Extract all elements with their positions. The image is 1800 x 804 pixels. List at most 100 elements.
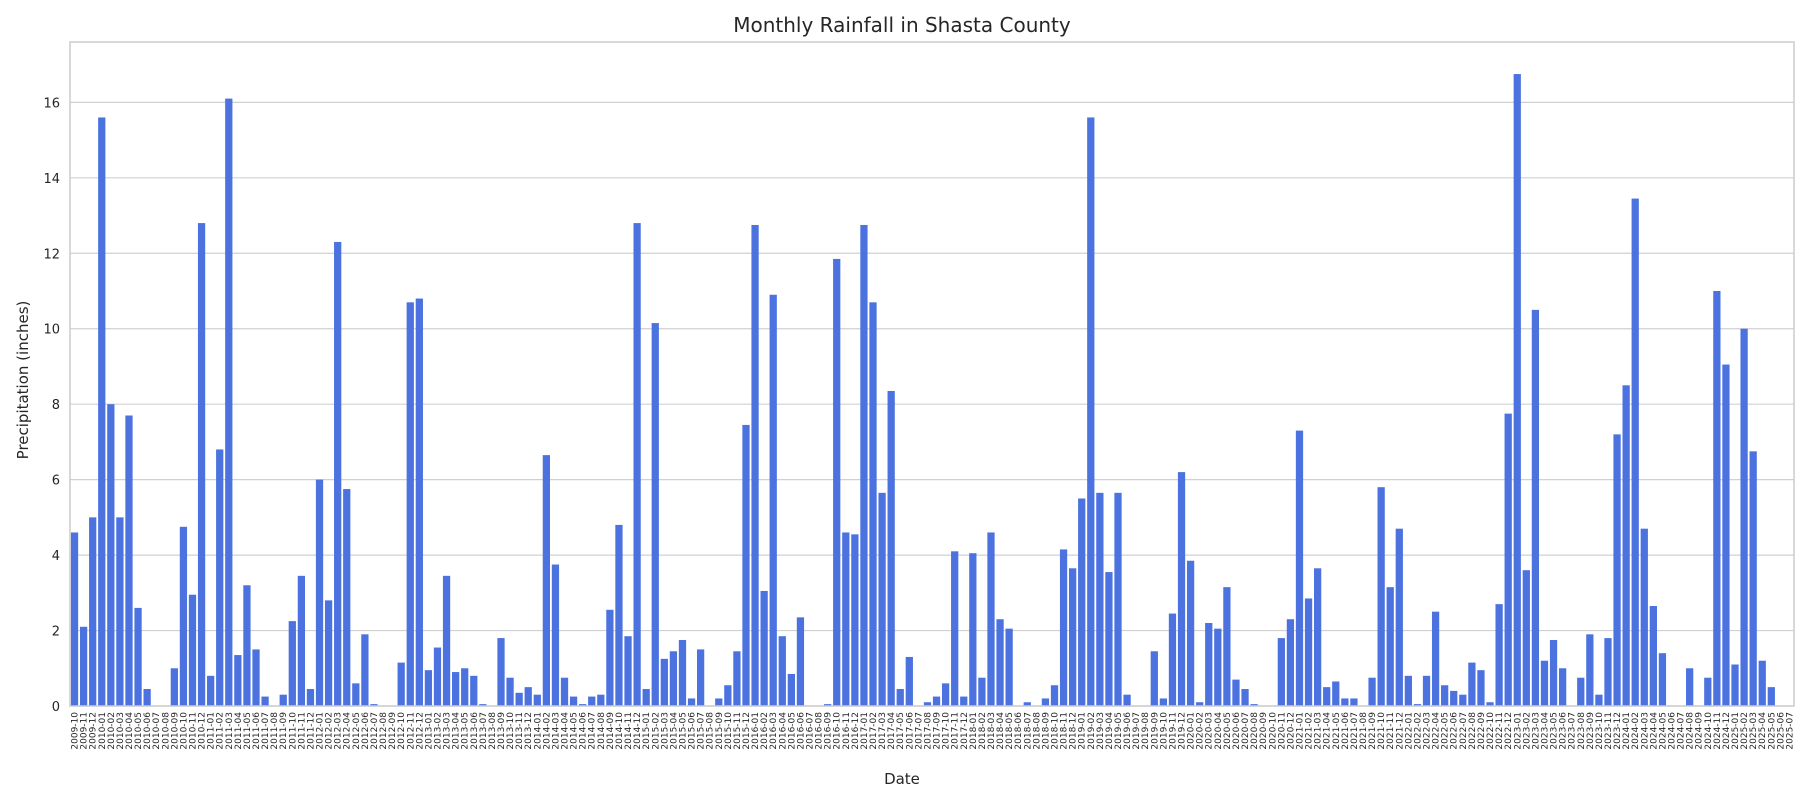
x-tick-label: 2021-07: [1350, 712, 1360, 750]
x-tick-label: 2022-12: [1504, 712, 1514, 750]
bar: [461, 668, 469, 706]
x-tick-label: 2018-11: [1060, 712, 1070, 750]
x-tick-label: 2011-04: [234, 712, 244, 750]
bar: [787, 673, 795, 706]
bar: [987, 532, 995, 706]
bar: [1050, 685, 1059, 706]
x-tick-label: 2021-02: [1305, 712, 1315, 750]
x-tick-label: 2014-03: [551, 712, 561, 750]
bar: [497, 638, 505, 706]
x-tick-label: 2024-03: [1640, 712, 1650, 750]
x-tick-label: 2016-02: [760, 712, 770, 750]
bar: [1041, 698, 1050, 706]
bar: [370, 704, 378, 706]
x-tick-label: 2016-04: [778, 712, 788, 750]
bar: [98, 117, 106, 707]
bar: [778, 636, 786, 706]
bar: [479, 704, 487, 706]
bar: [1304, 598, 1313, 706]
bar: [1459, 694, 1467, 706]
x-tick-label: 2016-08: [815, 712, 825, 750]
bar: [1069, 568, 1077, 706]
x-tick-label: 2018-05: [1005, 712, 1015, 750]
x-tick-label: 2020-12: [1286, 712, 1296, 750]
bars: [70, 74, 1775, 707]
x-tick-label: 2013-05: [461, 712, 471, 750]
x-tick-label: 2010-09: [170, 712, 180, 750]
bar: [70, 532, 79, 706]
bar: [1386, 587, 1394, 706]
bar: [1767, 687, 1775, 706]
bar: [651, 323, 659, 706]
x-tick-label: 2012-11: [406, 712, 416, 750]
x-tick-label: 2017-12: [960, 712, 970, 750]
x-tick-label: 2019-03: [1096, 712, 1106, 750]
bar: [1640, 528, 1648, 706]
x-tick-label: 2021-10: [1377, 712, 1387, 750]
bar: [742, 424, 750, 706]
x-tick-label: 2024-12: [1722, 712, 1732, 750]
x-tick-label: 2020-04: [1214, 712, 1224, 750]
x-tick-label: 2013-07: [479, 712, 489, 750]
bar: [1177, 472, 1186, 706]
x-tick-label: 2018-01: [969, 712, 979, 750]
x-tick-label: 2020-02: [1196, 712, 1206, 750]
x-tick-label: 2010-12: [198, 712, 208, 750]
y-tick-label: 0: [52, 700, 60, 715]
x-tick-label: 2012-04: [343, 712, 353, 750]
x-tick-label: 2018-02: [978, 712, 988, 750]
bar: [624, 636, 632, 706]
bar: [1232, 679, 1240, 706]
x-tick-label: 2013-08: [488, 712, 498, 750]
bar: [1613, 434, 1621, 706]
bar: [715, 698, 723, 706]
x-tick-label: 2019-06: [1123, 712, 1133, 750]
bar: [1531, 309, 1540, 706]
bar: [1549, 639, 1558, 706]
x-tick-label: 2016-12: [851, 712, 861, 750]
x-tick-label: 2012-02: [325, 712, 335, 750]
x-tick-label: 2016-06: [796, 712, 806, 750]
x-tick-label: 2021-03: [1314, 712, 1324, 750]
x-tick-label: 2022-08: [1468, 712, 1478, 750]
x-tick-label: 2010-06: [143, 712, 153, 750]
bar: [1168, 613, 1177, 706]
bar: [1649, 606, 1657, 706]
bar: [125, 415, 133, 706]
bar: [452, 672, 460, 706]
bar: [1314, 568, 1322, 706]
x-tick-label: 2015-02: [651, 712, 661, 750]
bar: [1522, 570, 1530, 706]
x-tick-label: 2017-05: [896, 712, 906, 750]
bar: [533, 694, 541, 706]
bar: [442, 575, 451, 706]
x-tick-label: 2022-09: [1477, 712, 1487, 750]
y-tick-label: 10: [43, 323, 60, 338]
bar: [1422, 675, 1431, 706]
bar: [905, 656, 913, 706]
bar: [324, 600, 333, 706]
x-tick-label: 2018-12: [1069, 712, 1079, 750]
x-tick-label: 2015-11: [733, 712, 743, 750]
x-tick-label: 2017-07: [914, 712, 924, 750]
x-tick-label: 2024-02: [1631, 712, 1641, 750]
x-tick-label: 2011-09: [279, 712, 289, 750]
x-tick-label: 2011-07: [261, 712, 271, 750]
x-tick-label: 2011-02: [216, 712, 226, 750]
x-tick-label: 2020-08: [1250, 712, 1260, 750]
x-tick-label: 2018-09: [1041, 712, 1051, 750]
bar: [1540, 660, 1549, 706]
bar: [642, 689, 650, 706]
chart-title: Monthly Rainfall in Shasta County: [733, 13, 1071, 37]
bar: [1441, 685, 1449, 706]
bar: [1431, 611, 1440, 706]
x-tick-label: 2010-03: [116, 712, 126, 750]
x-tick-label: 2016-05: [787, 712, 797, 750]
x-tick-label: 2015-06: [688, 712, 698, 750]
x-tick-label: 2012-08: [379, 712, 389, 750]
bar: [424, 670, 433, 706]
x-tick-label: 2023-07: [1568, 712, 1578, 750]
x-tick-label: 2025-06: [1776, 712, 1786, 750]
y-tick-label: 4: [52, 549, 60, 564]
